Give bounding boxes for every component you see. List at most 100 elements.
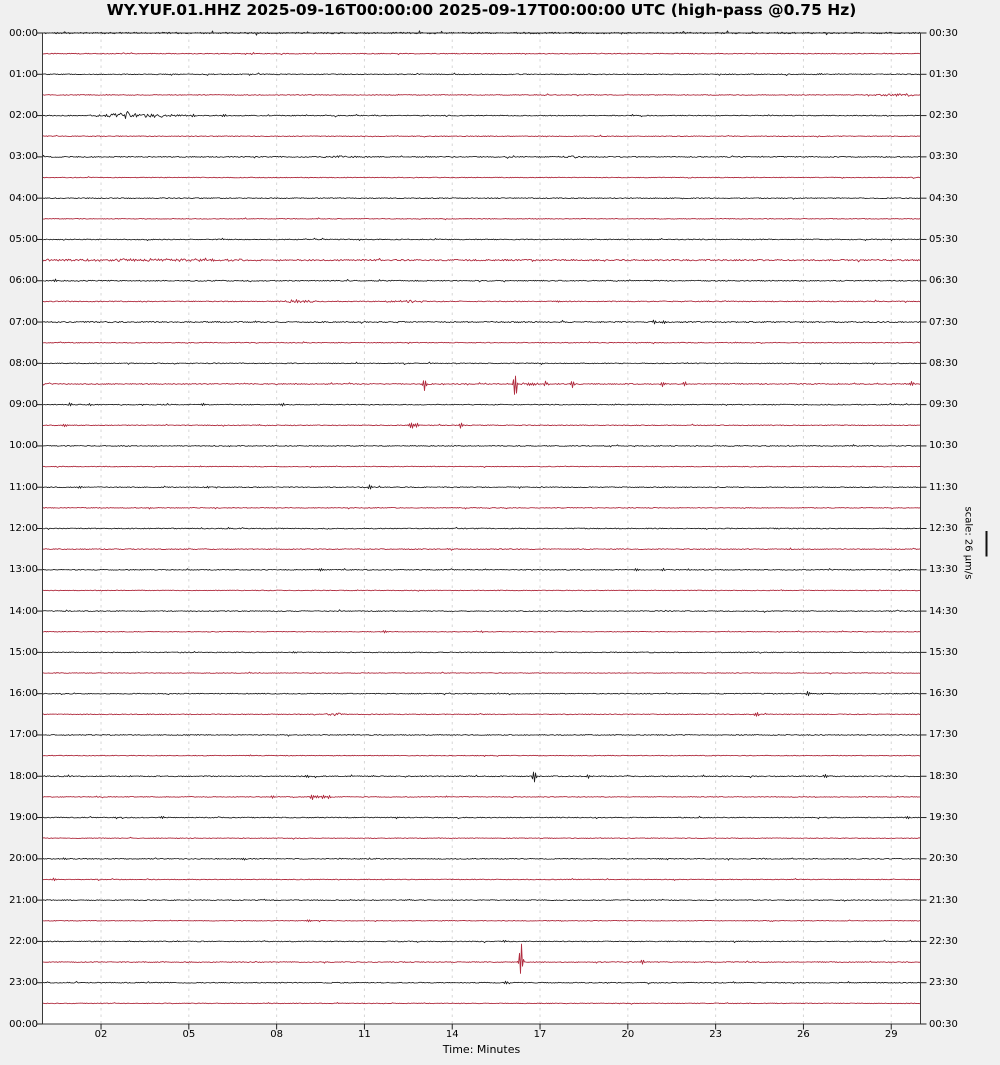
- y-axis-label-right: 14:30: [929, 605, 958, 617]
- seismogram-trace-2200: [42, 939, 921, 944]
- y-axis-label-right: 20:30: [929, 853, 958, 865]
- seismogram-trace-1600: [42, 690, 921, 697]
- y-axis-label-left: 06:00: [9, 275, 38, 287]
- y-axis-label-right: 04:30: [929, 192, 958, 204]
- seismogram-trace-1400: [42, 609, 921, 613]
- seismogram-trace-0530: [42, 257, 921, 263]
- seismogram-trace-1000: [42, 444, 921, 448]
- seismogram-trace-0900: [42, 402, 921, 407]
- y-axis-label-right: 11:30: [929, 481, 958, 493]
- x-axis-tick-label: 11: [358, 1029, 371, 1040]
- y-axis-label-right: 02:30: [929, 110, 958, 122]
- y-axis-label-left: 00:00: [9, 1018, 38, 1030]
- seismogram-trace-0630: [42, 299, 921, 304]
- seismogram-trace-0200: [42, 110, 921, 119]
- seismogram-trace-1800: [42, 771, 921, 783]
- seismogram-trace-0930: [42, 422, 921, 429]
- seismogram-trace-1100: [42, 484, 921, 490]
- y-axis-label-right: 21:30: [929, 894, 958, 906]
- x-axis-tick-label: 05: [182, 1029, 196, 1040]
- y-axis-label-left: 15:00: [9, 646, 38, 658]
- seismogram-trace-1330: [42, 589, 921, 592]
- y-axis-label-right: 19:30: [929, 812, 958, 824]
- seismogram-trace-0430: [42, 217, 921, 221]
- seismogram-trace-1530: [42, 671, 921, 675]
- y-axis-label-left: 04:00: [9, 192, 38, 204]
- seismogram-trace-0730: [42, 341, 921, 345]
- seismogram-trace-1500: [42, 651, 921, 654]
- y-axis-label-left: 13:00: [9, 564, 38, 576]
- y-axis-label-left: 17:00: [9, 729, 38, 741]
- seismogram-trace-0130: [42, 93, 921, 97]
- x-axis-tick-label: 23: [709, 1029, 722, 1040]
- seismogram-trace-0330: [42, 176, 921, 179]
- y-axis-label-left: 16:00: [9, 688, 38, 700]
- seismogram-trace-0500: [42, 237, 921, 242]
- y-axis-label-right: 16:30: [929, 688, 958, 700]
- y-axis-label-right: 13:30: [929, 564, 958, 576]
- y-axis-label-left: 09:00: [9, 399, 38, 411]
- y-axis-label-right: 03:30: [929, 151, 958, 163]
- y-axis-label-left: 22:00: [9, 935, 38, 947]
- y-axis-label-right: 17:30: [929, 729, 958, 741]
- x-tick-marks: [100, 1024, 892, 1030]
- y-axis-label-left: 18:00: [9, 770, 38, 782]
- seismogram-trace-0230: [42, 134, 921, 138]
- y-axis-label-right: 15:30: [929, 646, 958, 658]
- seismogram-trace-1300: [42, 567, 921, 572]
- y-axis-label-left: 00:00: [9, 27, 38, 39]
- seismogram-trace-1930: [42, 836, 921, 840]
- y-axis-label-right: 09:30: [929, 399, 958, 411]
- seismogram-trace-1130: [42, 506, 921, 510]
- y-axis-label-left: 05:00: [9, 233, 38, 245]
- seismogram-trace-1630: [42, 712, 921, 717]
- y-axis-label-right: 01:30: [929, 68, 958, 80]
- x-axis-tick-label: 08: [270, 1029, 283, 1040]
- x-axis-tick-label: 14: [445, 1029, 459, 1040]
- y-axis-label-left: 10:00: [9, 440, 38, 452]
- y-axis-label-left: 19:00: [9, 812, 38, 824]
- y-tick-marks: [36, 32, 927, 1025]
- y-axis-label-right: 00:30: [929, 1018, 958, 1030]
- y-axis-label-right: 08:30: [929, 357, 958, 369]
- y-axis-label-right: 23:30: [929, 977, 958, 989]
- seismogram-trace-1230: [42, 547, 921, 551]
- y-axis-label-left: 07:00: [9, 316, 38, 328]
- seismogram-trace-0100: [42, 72, 921, 77]
- y-axis-label-right: 00:30: [929, 27, 958, 39]
- seismogram-trace-0300: [42, 154, 921, 159]
- seismogram-trace-2300: [42, 980, 921, 985]
- y-axis-label-left: 03:00: [9, 151, 38, 163]
- x-axis-tick-label: 26: [797, 1029, 810, 1040]
- seismogram-trace-1730: [42, 754, 921, 758]
- seismogram-trace-1900: [42, 815, 921, 820]
- plot-title: WY.YUF.01.HHZ 2025-09-16T00:00:00 2025-0…: [106, 1, 857, 19]
- y-axis-label-right: 18:30: [929, 770, 958, 782]
- seismogram-trace-1200: [42, 526, 921, 530]
- seismogram-trace-2100: [42, 898, 921, 902]
- y-axis-label-left: 11:00: [9, 481, 38, 493]
- x-axis-tick-label: 02: [94, 1029, 108, 1040]
- seismogram-trace-2000: [42, 857, 921, 861]
- y-axis-label-right: 05:30: [929, 233, 958, 245]
- seismogram-trace-1430: [42, 630, 921, 634]
- y-axis-label-right: 12:30: [929, 523, 958, 534]
- seismogram-trace-2230: [42, 943, 921, 974]
- y-axis-label-left: 02:00: [9, 110, 38, 122]
- seismogram-trace-1830: [42, 794, 921, 801]
- seismogram-trace-2130: [42, 919, 921, 923]
- y-axis-label-left: 20:00: [9, 853, 38, 865]
- y-axis-label-left: 23:00: [9, 977, 38, 989]
- seismogram-trace-2030: [42, 877, 921, 882]
- y-axis-label-left: 21:00: [9, 894, 38, 906]
- y-axis-label-left: 14:00: [9, 605, 38, 617]
- seismogram-trace-0830: [42, 375, 921, 395]
- seismogram-trace-0700: [42, 319, 921, 325]
- x-axis-title: Time: Minutes: [442, 1043, 521, 1056]
- seismogram-trace-0600: [42, 278, 921, 283]
- y-axis-label-right: 10:30: [929, 440, 958, 452]
- seismogram-trace-2330: [42, 1002, 921, 1005]
- y-axis-label-left: 08:00: [9, 357, 38, 369]
- seismogram-trace-0400: [42, 197, 921, 200]
